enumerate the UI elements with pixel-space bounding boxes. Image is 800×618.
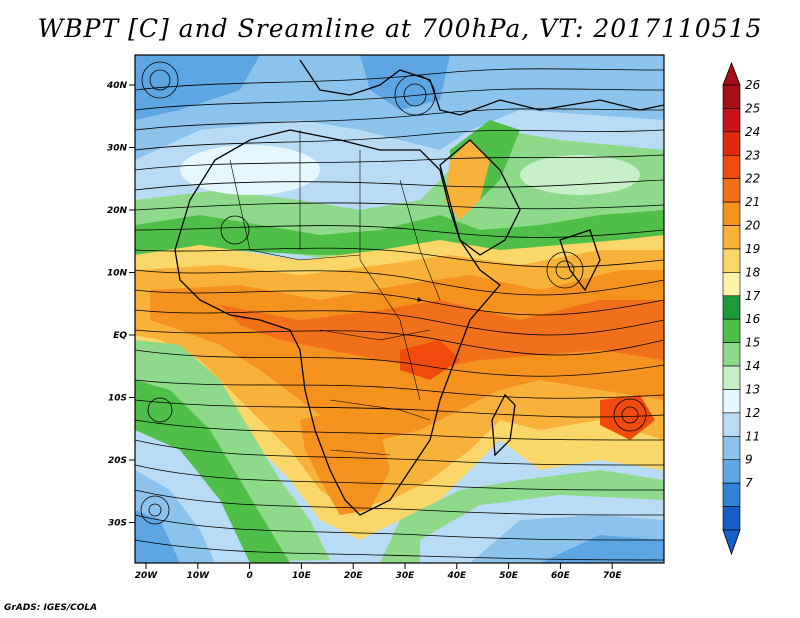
colorbar-swatch [722,342,741,367]
colorbar-label: 9 [745,453,753,467]
colorbar-swatch [722,318,741,343]
lon-label: 0 [246,571,252,581]
colorbar-label: 21 [745,195,760,209]
colorbar-label: 14 [745,359,760,373]
longitude-axis: 20W 10W 0 10E 20E 30E 40E 50E 60E 70E [135,563,623,581]
lat-label: 20S [108,456,127,466]
colorbar-label: 7 [745,476,753,490]
credit-text: GrADS: IGES/COLA [4,603,98,613]
colorbar-swatch [722,272,741,297]
coastlines [174,59,664,516]
colorbar-label: 13 [745,382,760,396]
colorbar-label: 23 [745,148,760,162]
colorbar-swatch [722,154,741,179]
lon-label: 60E [551,571,571,581]
colorbar-swatch [722,459,741,484]
colorbar: 26 25 24 23 22 21 20 19 18 17 16 15 14 13 12 11 9 7 [722,61,761,556]
colorbar-label: 22 [745,172,760,186]
colorbar-swatch [722,482,741,507]
wbpt-field [135,55,664,563]
colorbar-label: 15 [745,336,760,350]
colorbar-label: 25 [745,101,760,115]
latitude-axis: 40N 30N 20N 10N EQ 10S 20S 30S [106,81,135,529]
colorbar-swatch [722,365,741,390]
lat-label: 10N [107,269,128,279]
lon-label: 20E [344,571,364,581]
colorbar-bottom-arrow [722,529,741,556]
colorbar-label: 17 [745,289,761,303]
colorbar-swatch [722,412,741,437]
lat-label: 40N [106,81,128,91]
colorbar-label: 19 [745,242,760,256]
colorbar-swatch [722,178,741,203]
colorbar-label: 24 [745,125,760,139]
colorbar-swatch [722,84,741,109]
lat-label: 30S [108,519,127,529]
colorbar-label: 18 [745,265,761,279]
lat-label: 10S [108,394,127,404]
lon-label: 40E [446,571,467,581]
map-title: WBPT [C] and Sreamline at 700hPa, VT: 20… [37,14,763,43]
lon-label: 20W [135,571,159,581]
colorbar-swatch [722,248,741,273]
lon-label: 50E [499,571,519,581]
colorbar-swatch [722,436,741,461]
lon-label: 30E [396,571,416,581]
colorbar-swatch [722,506,741,531]
lat-label: 30N [107,144,128,154]
colorbar-label: 26 [745,78,761,92]
lon-label: 10E [292,571,312,581]
lon-label: 70E [603,571,623,581]
colorbar-swatch [722,108,741,133]
colorbar-swatch [722,131,741,156]
lat-label: 20N [107,206,128,216]
lon-label: 10W [187,571,211,581]
colorbar-label: 12 [745,406,760,420]
borders [229,130,441,456]
colorbar-top-arrow [722,61,741,86]
plot-frame [134,54,665,564]
colorbar-label: 11 [745,429,760,443]
colorbar-swatch [722,295,741,320]
lat-label: EQ [113,331,127,341]
colorbar-swatch [722,225,741,250]
colorbar-label: 16 [745,312,761,326]
colorbar-label: 20 [745,219,761,233]
streamlines [135,61,664,561]
colorbar-swatch [722,389,741,414]
colorbar-swatch [722,201,741,226]
